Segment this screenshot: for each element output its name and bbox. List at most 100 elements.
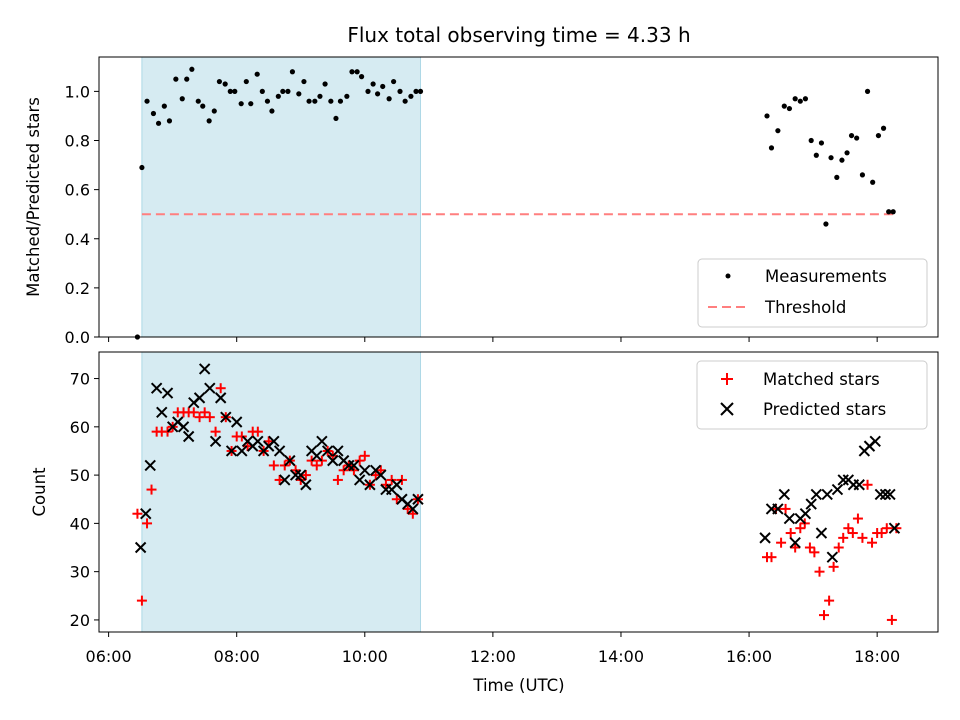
matched-star-point — [370, 470, 381, 481]
legend-matched-marker — [721, 373, 733, 385]
matched-star-point — [142, 518, 153, 529]
predicted-star-point — [332, 445, 344, 457]
predicted-star-point — [204, 382, 216, 394]
y-tick-label: 30 — [70, 563, 90, 582]
panel-bottom-ylabel: Count — [30, 467, 49, 517]
predicted-star-point — [884, 488, 896, 501]
measurement-point — [397, 88, 403, 94]
measurement-point — [280, 88, 286, 94]
y-tick-label: 0.4 — [65, 230, 90, 249]
measurement-point — [200, 103, 206, 109]
measurement-point — [211, 108, 217, 114]
measurement-point — [306, 98, 312, 104]
predicted-star-point — [236, 445, 248, 457]
matched-star-point — [876, 528, 887, 539]
measurement-point — [380, 83, 386, 90]
legend-predicted-label: Predicted stars — [763, 400, 886, 419]
measurement-point — [161, 103, 167, 109]
matched-star-point — [790, 542, 801, 553]
measurement-point — [870, 179, 876, 185]
panel-bottom-frame — [98, 351, 939, 633]
measurement-point — [189, 66, 195, 72]
predicted-star-point — [230, 416, 243, 428]
matched-star-point — [776, 537, 787, 548]
predicted-star-point — [156, 406, 168, 419]
measurement-point — [254, 71, 260, 77]
predicted-star-point — [284, 454, 296, 467]
y-tick-label: 1.0 — [65, 82, 90, 101]
measurement-point — [834, 174, 840, 180]
measurement-point — [289, 69, 296, 75]
matched-star-point — [814, 566, 825, 577]
measurement-point — [222, 81, 228, 87]
predicted-star-point — [869, 435, 881, 448]
measurement-point — [797, 98, 803, 104]
y-tick-label: 0.8 — [65, 132, 90, 151]
measurement-point — [322, 81, 328, 87]
matched-star-point — [359, 450, 370, 461]
predicted-star-point — [853, 479, 865, 491]
predicted-star-point — [161, 387, 174, 399]
legend-top: Measurements Threshold — [697, 258, 928, 328]
predicted-star-point — [778, 488, 790, 501]
measurement-point — [337, 98, 344, 104]
measurement-point — [818, 140, 825, 146]
measurement-point — [386, 96, 392, 102]
measurement-point — [786, 105, 793, 112]
predicted-star-point — [182, 430, 195, 443]
measurement-point — [155, 120, 162, 126]
matched-star-point — [188, 407, 199, 418]
measurement-point — [864, 88, 871, 94]
predicted-star-point — [826, 551, 839, 563]
measurement-point — [227, 88, 233, 94]
x-tick-label: 10:00 — [342, 647, 388, 666]
matched-star-point — [891, 523, 902, 534]
panel-top-frame — [98, 56, 939, 338]
predicted-star-point — [177, 421, 190, 433]
matched-star-point — [204, 412, 215, 423]
measurement-point — [802, 96, 809, 102]
measurement-point — [370, 81, 376, 87]
x-tick-label: 18:00 — [854, 647, 900, 666]
measurement-point — [808, 137, 814, 144]
measurement-point — [792, 96, 798, 102]
measurement-point — [166, 118, 173, 124]
predicted-star-point — [874, 488, 887, 501]
predicted-star-point — [300, 479, 312, 491]
measurement-point — [764, 113, 770, 119]
matched-star-point — [274, 474, 285, 485]
measurement-point — [206, 118, 212, 124]
matched-star-point — [862, 479, 873, 490]
matched-star-point — [194, 412, 205, 423]
predicted-star-point — [198, 363, 211, 375]
measurement-point — [264, 98, 271, 104]
measurement-point — [365, 88, 371, 94]
matched-star-point — [867, 537, 878, 548]
predicted-star-point — [888, 522, 901, 534]
matched-star-point — [847, 528, 858, 539]
predicted-star-point — [150, 382, 163, 394]
predicted-star-point — [837, 474, 849, 486]
matched-star-point — [332, 474, 343, 485]
matched-star-point — [852, 513, 863, 524]
legend-bottom-box — [696, 360, 928, 430]
matched-star-point — [881, 523, 892, 534]
x-tick-label: 12:00 — [470, 647, 516, 666]
matched-star-point — [857, 532, 868, 543]
measurement-point — [828, 155, 834, 161]
predicted-star-point — [407, 503, 419, 515]
predicted-star-point — [220, 411, 232, 423]
matched-star-point — [268, 460, 279, 471]
matched-star-point — [215, 383, 226, 394]
matched-star-point — [766, 552, 777, 563]
measurement-point — [269, 108, 275, 114]
predicted-star-point — [327, 454, 339, 467]
matched-star-point — [402, 503, 413, 514]
measurement-point — [179, 96, 185, 102]
x-tick-label: 16:00 — [726, 647, 772, 666]
measurement-point — [144, 98, 150, 104]
y-tick-label: 60 — [70, 418, 90, 437]
matched-star-point — [199, 407, 210, 418]
y-tick-label: 0.2 — [65, 279, 90, 298]
matched-star-point — [354, 455, 365, 466]
